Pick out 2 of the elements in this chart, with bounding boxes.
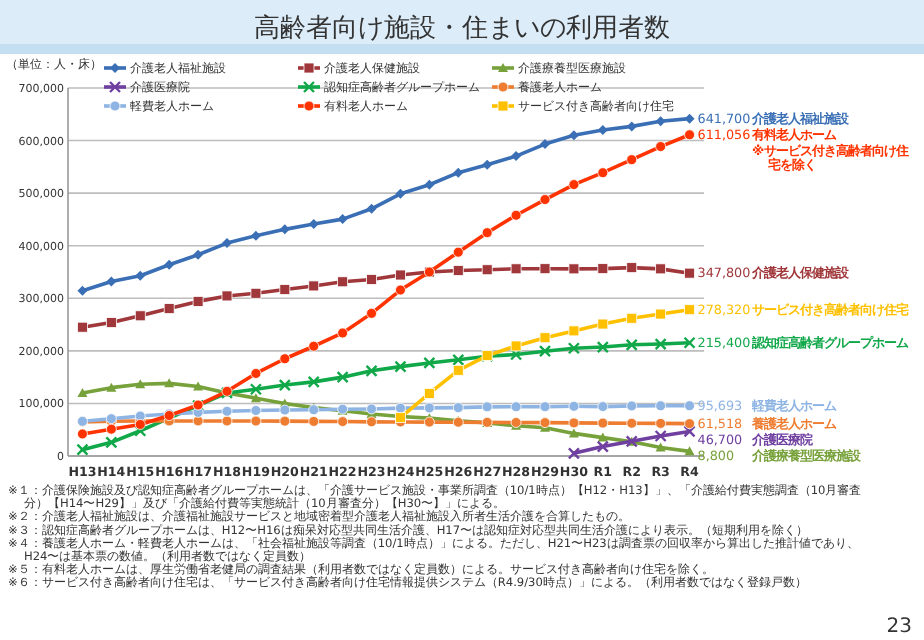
- text: 23: [886, 616, 912, 638]
- chart-title: 高齢者向け施設・住まいの利用者数: [254, 12, 670, 44]
